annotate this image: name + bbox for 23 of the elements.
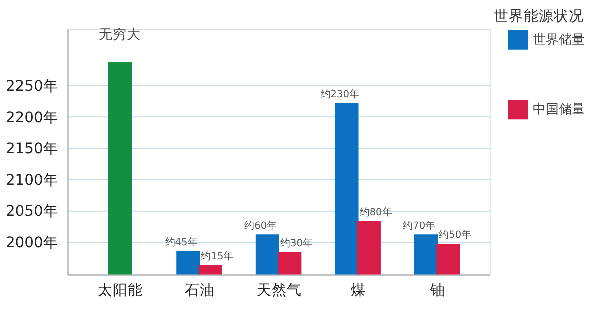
y-tick-label: 2100年: [6, 172, 58, 189]
y-tick-label: 2200年: [6, 109, 58, 126]
data-label: 约30年: [280, 237, 313, 250]
data-label: 无穷大: [99, 26, 142, 43]
x-tick-label: 铀: [429, 282, 446, 299]
y-tick-label: 2000年: [6, 234, 58, 252]
x-tick-label: 石油: [184, 282, 215, 299]
data-label: 约60年: [244, 220, 278, 232]
data-label: 约80年: [360, 206, 392, 219]
text: 世界能源状况: [494, 8, 584, 26]
data-label: 约70年: [403, 220, 436, 232]
x-tick-label: 天然气: [256, 282, 302, 299]
x-tick-label: 太阳能: [98, 282, 144, 299]
data-label: 约230年: [320, 88, 360, 100]
y-tick-label: 2150年: [6, 140, 58, 158]
legend-label: 中国储量: [533, 102, 586, 118]
x-tick-label: 煤: [351, 282, 366, 299]
data-label: 约50年: [439, 229, 472, 242]
data-label: 约15年: [201, 250, 234, 262]
y-tick-label: 2250年: [6, 78, 58, 96]
y-tick-label: 2050年: [6, 203, 58, 220]
legend-label: 世界储量: [533, 33, 586, 48]
data-label: 约45年: [165, 236, 198, 249]
